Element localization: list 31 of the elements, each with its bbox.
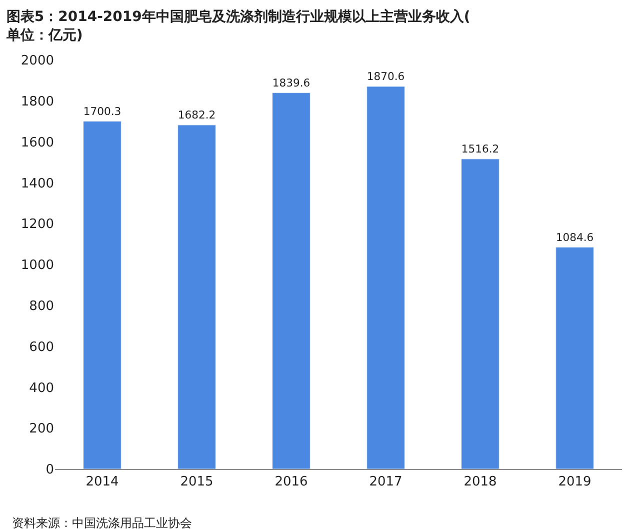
x-tick-label: 2015 xyxy=(180,474,214,490)
y-tick-label: 1800 xyxy=(20,94,54,110)
y-tick-label: 1600 xyxy=(20,135,54,150)
data-label: 1839.6 xyxy=(272,76,310,90)
bar xyxy=(178,124,216,469)
y-tick-label: 1200 xyxy=(20,217,54,232)
x-tick-label: 2017 xyxy=(369,474,402,490)
chart-title: 图表5：2014-2019年中国肥皂及洗涤剂制造行业规模以上主营业务收入(单位：亿元) xyxy=(5,8,470,44)
data-label: 1084.6 xyxy=(556,230,594,244)
x-tick-label: 2019 xyxy=(558,474,592,490)
x-tick-label: 2016 xyxy=(274,474,308,490)
data-label: 1516.2 xyxy=(461,142,500,156)
bar xyxy=(83,121,122,469)
data-label: 1700.3 xyxy=(83,104,122,118)
text: 资料来源：中国洗涤用品工业协会 xyxy=(12,516,192,529)
data-label: 1682.2 xyxy=(178,108,216,122)
y-tick-label: 400 xyxy=(29,380,54,396)
bar xyxy=(272,92,310,469)
y-tick-label: 1000 xyxy=(20,258,54,274)
y-tick-label: 1400 xyxy=(20,176,54,192)
bar xyxy=(556,246,594,469)
y-tick-label: 0 xyxy=(46,462,54,478)
x-tick-label: 2014 xyxy=(86,474,119,490)
y-tick-label: 2000 xyxy=(20,54,54,69)
bar xyxy=(461,158,500,469)
y-tick-label: 200 xyxy=(29,422,54,437)
data-label: 1870.6 xyxy=(366,70,405,84)
y-tick-label: 600 xyxy=(29,340,54,355)
x-tick-label: 2018 xyxy=(464,474,497,490)
bar xyxy=(366,86,405,469)
y-tick-label: 800 xyxy=(29,298,54,314)
